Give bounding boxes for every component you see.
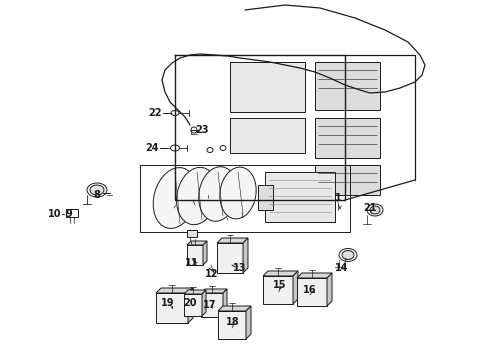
Text: 19: 19 — [161, 298, 175, 308]
Polygon shape — [217, 238, 248, 243]
Bar — [156, 293, 188, 323]
Bar — [187, 245, 203, 265]
Bar — [265, 172, 335, 222]
Text: 21: 21 — [363, 203, 377, 213]
Ellipse shape — [171, 111, 179, 116]
Polygon shape — [263, 271, 298, 276]
Bar — [315, 118, 380, 158]
Bar — [184, 294, 202, 316]
Polygon shape — [201, 289, 227, 293]
Bar — [140, 165, 350, 232]
Bar — [315, 165, 380, 195]
Ellipse shape — [339, 248, 357, 261]
Polygon shape — [327, 273, 332, 306]
Bar — [187, 230, 197, 237]
Ellipse shape — [370, 206, 380, 214]
Bar — [230, 62, 305, 112]
Text: 15: 15 — [273, 280, 287, 290]
Polygon shape — [246, 306, 251, 339]
Bar — [217, 243, 243, 273]
Text: 12: 12 — [205, 269, 219, 279]
Text: 11: 11 — [185, 258, 199, 268]
Text: 20: 20 — [183, 298, 197, 308]
Polygon shape — [187, 241, 207, 245]
Ellipse shape — [90, 185, 104, 195]
Polygon shape — [223, 289, 227, 317]
Polygon shape — [243, 238, 248, 273]
Text: 8: 8 — [94, 190, 100, 200]
Text: 1: 1 — [335, 193, 342, 203]
Text: 16: 16 — [303, 285, 317, 295]
Ellipse shape — [220, 145, 226, 150]
Bar — [218, 311, 246, 339]
Bar — [66, 209, 78, 217]
Polygon shape — [188, 288, 193, 323]
Ellipse shape — [342, 251, 354, 260]
Bar — [230, 118, 305, 153]
Ellipse shape — [191, 127, 197, 133]
Text: 18: 18 — [226, 317, 240, 327]
Text: 22: 22 — [148, 108, 162, 118]
Bar — [297, 278, 327, 306]
Bar — [315, 62, 380, 110]
Polygon shape — [297, 273, 332, 278]
Text: 10: 10 — [48, 209, 62, 219]
Ellipse shape — [87, 183, 107, 197]
Text: 14: 14 — [335, 263, 349, 273]
Polygon shape — [293, 271, 298, 304]
Bar — [258, 185, 273, 210]
Polygon shape — [156, 288, 193, 293]
Text: 13: 13 — [233, 263, 247, 273]
Ellipse shape — [153, 167, 197, 229]
Ellipse shape — [367, 204, 383, 216]
Polygon shape — [203, 241, 207, 265]
Ellipse shape — [171, 145, 179, 151]
Text: 23: 23 — [195, 125, 209, 135]
Ellipse shape — [220, 167, 256, 219]
Polygon shape — [218, 306, 251, 311]
Polygon shape — [184, 290, 206, 294]
Text: 24: 24 — [145, 143, 159, 153]
Bar — [263, 276, 293, 304]
Ellipse shape — [176, 167, 218, 225]
Text: 9: 9 — [66, 209, 73, 219]
Ellipse shape — [198, 167, 237, 221]
Ellipse shape — [207, 148, 213, 153]
Polygon shape — [202, 290, 206, 316]
Bar — [201, 293, 223, 317]
Text: 17: 17 — [203, 300, 217, 310]
